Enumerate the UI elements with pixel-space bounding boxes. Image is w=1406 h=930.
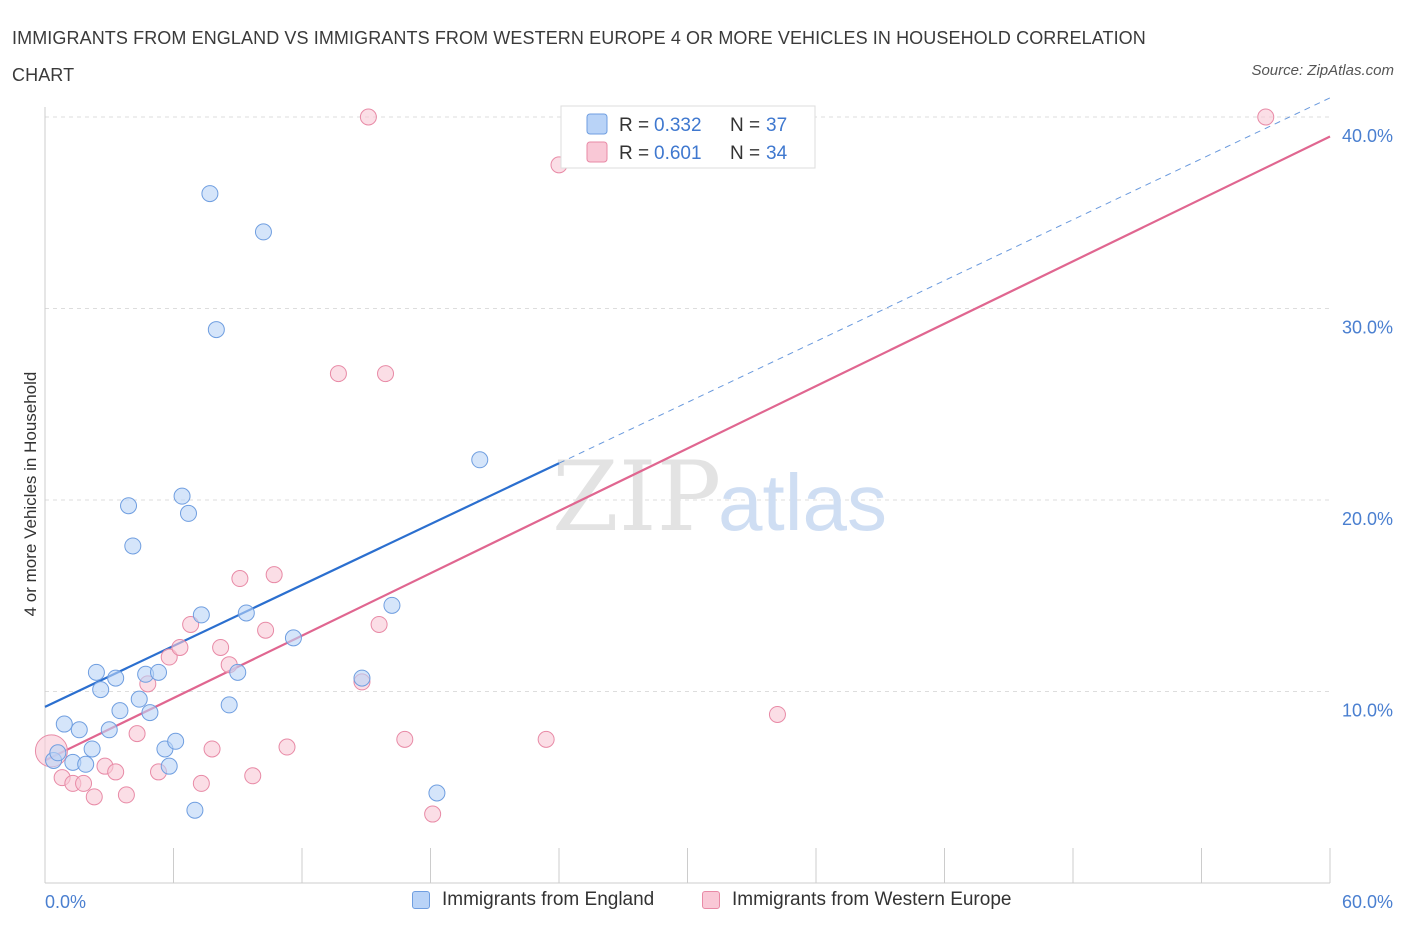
point-england [77,755,95,773]
y-tick-label: 30.0% [1342,318,1393,338]
legend-n-value-1: 37 [766,115,787,136]
legend-label-western-europe: Immigrants from Western Europe [732,889,1012,910]
point-western-europe [75,774,93,792]
point-england [160,757,178,775]
point-england [173,487,191,505]
data-points [34,108,1275,823]
point-england [192,606,210,624]
point-western-europe [257,621,275,639]
legend-r-value-1: 0.332 [654,115,702,136]
point-england [353,669,371,687]
point-england [55,715,73,733]
point-england [141,704,159,722]
y-tick-label: 40.0% [1342,126,1393,146]
point-england [186,801,204,819]
point-western-europe [537,730,555,748]
point-england [201,185,219,203]
point-western-europe [359,108,377,126]
point-western-europe [117,786,135,804]
point-england [92,681,110,699]
point-western-europe [396,730,414,748]
point-england [49,744,67,762]
point-western-europe [1257,108,1275,126]
legend-n-label-2: N = [730,143,760,164]
point-western-europe [203,740,221,758]
point-western-europe [231,570,249,588]
tick-labels: 10.0% 20.0% 30.0% 40.0% 0.0% 60.0% [45,126,1393,912]
point-england [107,669,125,687]
series-legend: Immigrants from England Immigrants from … [0,889,1406,917]
point-england [130,690,148,708]
legend-item-england[interactable]: Immigrants from England [412,889,654,911]
point-england [87,663,105,681]
point-western-europe [182,615,200,633]
trend-line-england [44,462,560,708]
legend-swatch-western-europe-bottom [702,891,720,909]
point-western-europe [107,763,125,781]
legend-swatch-western-europe [586,141,608,163]
point-england [383,596,401,614]
point-western-europe [370,615,388,633]
legend-item-western-europe[interactable]: Immigrants from Western Europe [702,889,1011,911]
stats-legend: R = 0.332 N = 37 R = 0.601 N = 34 [560,105,816,169]
point-western-europe [85,788,103,806]
point-western-europe [192,774,210,792]
x-tick-label: 0.0% [45,892,86,912]
point-england [120,497,138,515]
watermark-zip: ZIP [552,441,721,553]
point-western-europe [377,365,395,383]
chart-title: IMMIGRANTS FROM ENGLAND VS IMMIGRANTS FR… [12,28,1146,85]
point-western-europe [278,738,296,756]
legend-r-label-2: R = [619,143,649,164]
y-tick-label: 20.0% [1342,509,1393,529]
point-england [83,740,101,758]
source-label: Source: ZipAtlas.com [1251,62,1394,79]
point-england [124,537,142,555]
trend-lines [44,97,1331,762]
point-england [100,721,118,739]
point-england [229,663,247,681]
point-western-europe [265,566,283,584]
point-england [179,504,197,522]
watermark-atlas: atlas [718,458,887,547]
point-england [254,223,272,241]
legend-swatch-england-bottom [412,891,430,909]
axes [44,107,1331,884]
legend-n-label-1: N = [730,115,760,136]
point-western-europe [171,638,189,656]
y-tick-label: 10.0% [1342,701,1393,721]
point-england [207,321,225,339]
legend-r-label-1: R = [619,115,649,136]
point-england [220,696,238,714]
point-england [167,732,185,750]
y-axis-label: 4 or more Vehicles in Household [21,372,40,617]
point-england [150,663,168,681]
legend-label-england: Immigrants from England [442,889,655,910]
point-western-europe [768,705,786,723]
point-western-europe [424,805,442,823]
gridlines [45,116,1330,692]
point-western-europe [212,638,230,656]
legend-swatch-england [586,113,608,135]
point-england [428,784,446,802]
legend-r-value-2: 0.601 [654,143,702,164]
point-western-europe [244,767,262,785]
point-western-europe [329,365,347,383]
trend-line-western-europe [44,135,1331,762]
legend-n-value-2: 34 [766,143,788,164]
point-england [471,451,489,469]
point-england [111,702,129,720]
point-england [237,604,255,622]
point-western-europe [160,648,178,666]
point-western-europe [128,725,146,743]
x-tick-label: 60.0% [1342,892,1393,912]
point-england [70,721,88,739]
point-england [284,629,302,647]
